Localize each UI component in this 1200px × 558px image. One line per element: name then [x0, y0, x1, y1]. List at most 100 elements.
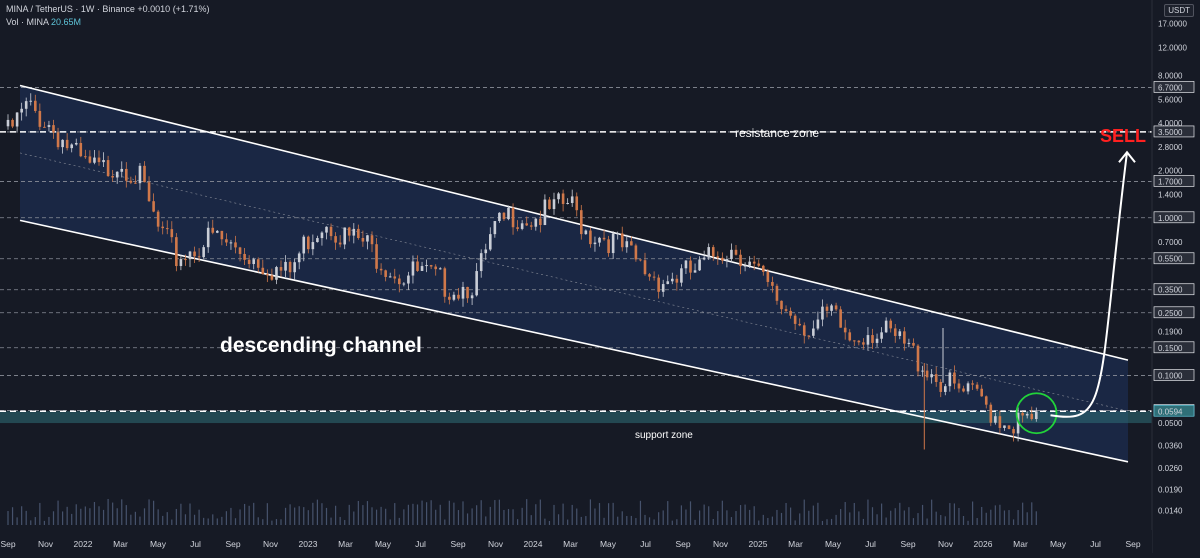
volume-bar: [16, 517, 18, 525]
volume-bar: [366, 501, 369, 525]
candle-body: [643, 260, 647, 275]
candle-body: [97, 157, 101, 163]
candle-body: [297, 253, 301, 263]
volume-bar: [216, 518, 218, 525]
candle-body: [816, 319, 820, 329]
candle-body: [739, 254, 742, 267]
candle-body: [502, 212, 506, 220]
volume-bar: [412, 503, 414, 525]
candle-body: [766, 271, 770, 282]
candle-body: [611, 233, 615, 254]
candle-body: [288, 261, 292, 273]
candle-body: [74, 142, 78, 145]
price-label-box: [1153, 125, 1195, 138]
candle-body: [152, 201, 155, 212]
candle-body: [893, 328, 897, 336]
candle-body: [407, 275, 410, 284]
volume-bar: [193, 514, 196, 525]
candle-body: [229, 242, 233, 244]
volume-bar: [521, 507, 523, 525]
x-tick-label: May: [1050, 539, 1067, 549]
volume-bar: [985, 512, 987, 525]
candle-body: [402, 283, 406, 285]
volume-bar: [375, 509, 378, 525]
volume-bar: [234, 518, 237, 525]
volume-bar: [203, 517, 205, 525]
volume-bar: [803, 499, 805, 525]
volume-bar: [739, 505, 742, 525]
volume-bar: [940, 515, 942, 525]
candle-body: [416, 261, 419, 271]
volume-bar: [676, 519, 678, 525]
volume-bar: [426, 502, 428, 525]
candle-body: [812, 328, 815, 336]
x-tick-label: 2025: [749, 539, 768, 549]
volume-bar: [785, 502, 787, 525]
volume-bar: [407, 504, 409, 525]
volume-bar: [498, 499, 500, 525]
volume-bar: [844, 502, 846, 525]
volume-bar: [62, 511, 64, 525]
volume-bar: [457, 510, 460, 525]
candle-body: [898, 331, 902, 336]
candle-body: [479, 253, 483, 272]
volume-bar: [303, 507, 305, 525]
candle-body: [630, 241, 633, 246]
candle-body: [24, 101, 28, 109]
volume-bar: [976, 518, 978, 525]
volume-bar: [471, 508, 473, 525]
x-tick-label: Sep: [225, 539, 240, 549]
candle-body: [15, 112, 19, 127]
volume-bar: [348, 504, 350, 525]
volume-bar: [148, 499, 150, 525]
volume-bar: [935, 511, 937, 525]
volume-bar: [608, 503, 610, 525]
candle-body: [11, 119, 14, 127]
volume-bar: [871, 507, 874, 525]
volume-bar: [703, 504, 705, 525]
volume-bar: [480, 500, 482, 525]
volume-bar: [999, 504, 1001, 525]
candle-body: [247, 259, 251, 265]
price-label-box: [1153, 341, 1195, 354]
volume-bar: [476, 505, 478, 525]
candle-body: [448, 296, 451, 300]
volume-bar: [1026, 512, 1028, 525]
volume-bar: [298, 506, 300, 525]
volume-bar: [553, 504, 555, 525]
candle-body: [580, 210, 583, 235]
candle-body: [939, 381, 943, 392]
y-tick-label: 2.0000: [1158, 166, 1183, 175]
volume-bar: [821, 520, 824, 525]
y-tick-label: 1.4000: [1158, 191, 1183, 200]
candle-body: [821, 306, 824, 320]
volume-bar: [849, 512, 851, 525]
volume-bar: [239, 509, 241, 525]
volume-bar: [184, 514, 187, 525]
x-tick-label: 2026: [974, 539, 993, 549]
candle-body: [802, 325, 806, 336]
candle-body: [921, 370, 924, 372]
candle-body: [775, 285, 779, 301]
candle-body: [971, 383, 974, 385]
volume-bar: [835, 514, 837, 525]
x-tick-label: Jul: [190, 539, 201, 549]
volume-bar: [143, 508, 146, 525]
candle-body: [125, 168, 128, 181]
candle-body: [425, 265, 428, 267]
candle-body: [903, 331, 906, 344]
candle-body: [484, 249, 488, 254]
volume-bar: [157, 509, 159, 525]
currency-badge[interactable]: USDT: [1164, 4, 1194, 17]
candle-body: [256, 259, 260, 268]
volume-bar: [316, 499, 318, 525]
candle-body: [721, 257, 724, 261]
volume-bar: [689, 501, 692, 525]
resistance-zone-label: resistance zone: [735, 126, 819, 140]
volume-bar: [294, 507, 296, 525]
candle-body: [429, 265, 433, 267]
x-tick-label: May: [150, 539, 167, 549]
candle-body: [743, 265, 747, 267]
